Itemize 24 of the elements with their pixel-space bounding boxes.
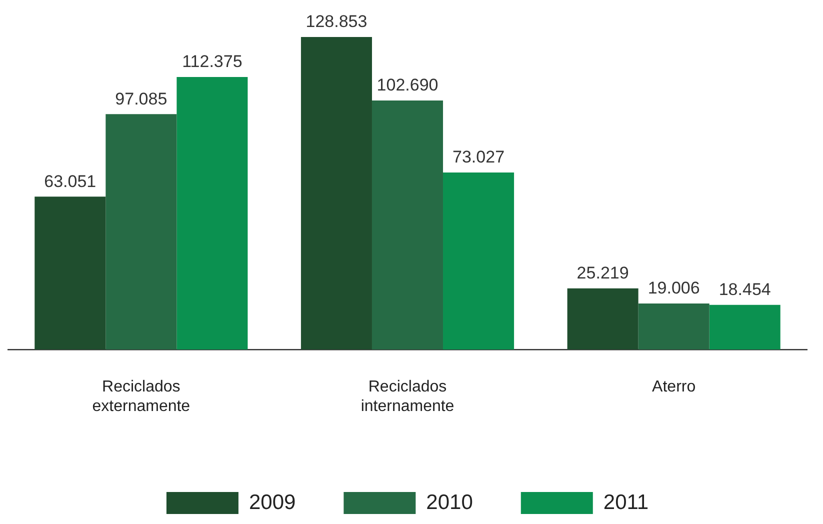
data-label: 112.375 [182, 52, 242, 72]
bar [176, 77, 248, 350]
x-tick-label: Reciclados externamente [92, 378, 190, 415]
bar [34, 196, 106, 350]
x-tick-label: Aterro [652, 378, 696, 396]
bar [567, 288, 638, 350]
bar [638, 303, 710, 350]
data-label: 73.027 [452, 148, 505, 167]
data-label: 63.051 [44, 172, 96, 191]
bar [300, 37, 372, 350]
data-label: 97.085 [115, 89, 168, 108]
data-label: 102.690 [376, 76, 438, 95]
bar [709, 304, 780, 350]
data-label: 128.853 [306, 12, 368, 32]
bar [443, 172, 514, 350]
data-label: 25.219 [576, 264, 629, 283]
legend-label: 2011 [603, 490, 649, 514]
x-tick-label: Reciclados internamente [360, 378, 454, 415]
data-label: 18.454 [718, 280, 771, 300]
bar [106, 114, 177, 350]
data-label: 19.006 [648, 278, 700, 298]
bar [372, 100, 444, 350]
legend-label: 2010 [426, 490, 473, 514]
legend-label: 2009 [248, 490, 296, 514]
